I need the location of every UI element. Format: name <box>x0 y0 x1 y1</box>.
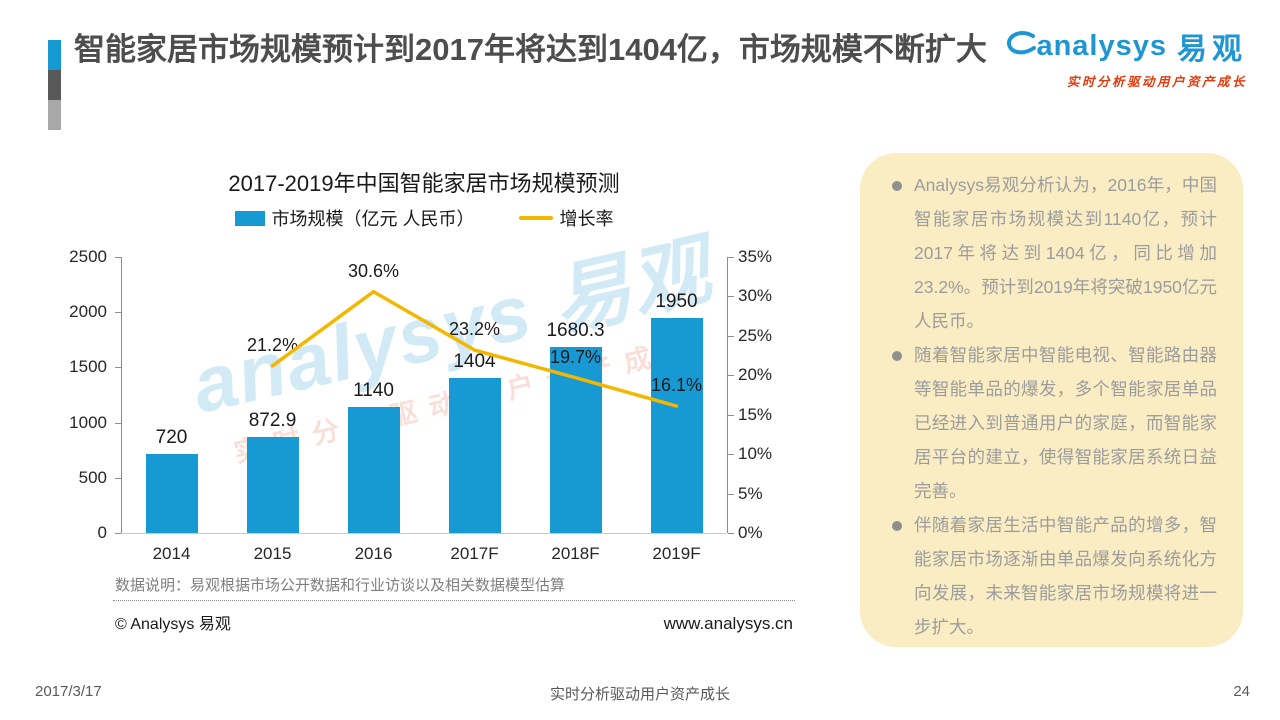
right-axis-tick-label: 10% <box>738 444 773 464</box>
accent-blue-segment <box>48 40 61 70</box>
bar-value-label: 1680.3 <box>546 320 605 342</box>
list-item: Analysys易观分析认为，2016年，中国智能家居市场规模达到1140亿，预… <box>892 168 1217 338</box>
right-axis-tick <box>728 296 734 298</box>
left-axis-tick <box>115 312 121 314</box>
left-axis-tick <box>115 422 121 424</box>
x-axis-line <box>121 533 727 534</box>
x-axis-label: 2014 <box>152 544 191 563</box>
right-axis-tick-label: 15% <box>738 404 773 424</box>
left-axis-tick-label: 1000 <box>69 412 107 432</box>
watermark: analysys 易观 实时分析驱动用户资产成长 <box>165 204 745 479</box>
bar-value-label: 1140 <box>353 380 394 402</box>
growth-value-label: 21.2% <box>246 334 299 355</box>
right-axis-tick <box>728 533 734 534</box>
right-axis-tick-label: 30% <box>738 286 773 306</box>
website-link: www.analysys.cn <box>663 614 793 633</box>
slide-title: 智能家居市场规模预计到2017年将达到1404亿，市场规模不断扩大 <box>74 32 987 67</box>
right-axis-tick <box>728 454 734 456</box>
left-axis-tick <box>115 477 121 479</box>
bar <box>650 317 703 533</box>
left-axis-line <box>121 257 122 533</box>
chart-copyright-row: © Analysys 易观 www.analysys.cn <box>115 610 793 634</box>
chart-note: 数据说明：易观根据市场公开数据和行业访谈以及相关数据模型估算 <box>115 577 566 594</box>
bar <box>246 436 299 533</box>
bar <box>145 453 198 533</box>
bar <box>347 407 400 533</box>
logo-swoosh-icon <box>1006 30 1037 63</box>
title-accent-bar <box>48 40 61 130</box>
dotted-divider <box>113 600 795 601</box>
bar-value-label: 720 <box>155 426 188 448</box>
insight-text: 伴随着家居生活中智能产品的增多，智能家居市场逐渐由单品爆发向系统化方向发展，未来… <box>914 515 1217 637</box>
watermark-logo-text: analysys 易观 <box>183 224 720 430</box>
legend-item-market-size: 市场规模（亿元 人民币） <box>234 205 475 231</box>
growth-value-label: 16.1% <box>650 375 703 396</box>
insights-list: Analysys易观分析认为，2016年，中国智能家居市场规模达到1140亿，预… <box>892 168 1217 644</box>
right-axis-tick-label: 0% <box>738 523 763 542</box>
x-axis-label: 2019F <box>652 544 701 563</box>
bar <box>448 377 501 533</box>
right-axis-tick <box>728 257 734 258</box>
left-axis-tick-label: 1500 <box>69 357 107 377</box>
bullet-icon <box>892 521 902 531</box>
growth-value-label: 23.2% <box>448 319 501 340</box>
right-axis-tick-label: 5% <box>738 483 763 503</box>
watermark-tagline: 实时分析驱动用户资产成长 <box>231 330 706 470</box>
accent-light-segment <box>48 100 61 130</box>
chart-title: 2017-2019年中国智能家居市场规模预测 <box>228 171 620 196</box>
logo-tagline: 实时分析驱动用户资产成长 <box>1066 74 1247 89</box>
x-axis-label: 2017F <box>450 544 499 563</box>
right-axis-tick-label: 35% <box>738 247 773 266</box>
bar <box>549 347 602 533</box>
left-axis-tick-label: 500 <box>78 467 107 487</box>
footer-tagline: 实时分析驱动用户资产成长 <box>549 686 730 703</box>
analysys-logo: analysys 易观 实时分析驱动用户资产成长 <box>1006 24 1247 90</box>
bullet-icon <box>892 351 902 361</box>
x-axis-label: 2018F <box>551 544 600 563</box>
legend-item-growth-rate: 增长率 <box>518 205 614 231</box>
chart-legend: 市场规模（亿元 人民币） 增长率 <box>121 205 727 231</box>
copyright: © Analysys 易观 <box>115 616 231 633</box>
page-number: 24 <box>1233 683 1250 700</box>
growth-value-label: 19.7% <box>549 346 602 367</box>
line-legend-swatch <box>518 216 553 220</box>
bullet-icon <box>892 181 902 191</box>
bar-value-label: 872.9 <box>248 409 297 431</box>
right-axis-line <box>727 257 728 533</box>
insights-panel: Analysys易观分析认为，2016年，中国智能家居市场规模达到1140亿，预… <box>860 153 1243 647</box>
right-axis-tick <box>728 493 734 495</box>
x-axis-label: 2015 <box>253 544 292 563</box>
insight-text: 随着智能家居中智能电视、智能路由器等智能单品的爆发，多个智能家居单品已经进入到普… <box>914 345 1217 501</box>
list-item: 伴随着家居生活中智能产品的增多，智能家居市场逐渐由单品爆发向系统化方向发展，未来… <box>892 508 1217 644</box>
left-axis-tick-label: 2000 <box>69 302 107 322</box>
right-axis-tick <box>728 375 734 377</box>
left-axis-tick <box>115 257 121 258</box>
list-item: 随着智能家居中智能电视、智能路由器等智能单品的爆发，多个智能家居单品已经进入到普… <box>892 338 1217 508</box>
logo-name-en: analysys <box>1036 29 1167 62</box>
insight-text: Analysys易观分析认为，2016年，中国智能家居市场规模达到1140亿，预… <box>914 175 1217 331</box>
accent-dark-segment <box>48 70 61 100</box>
growth-value-label: 30.6% <box>347 260 400 281</box>
line-legend-label: 增长率 <box>559 209 614 229</box>
left-axis-tick-label: 0 <box>97 523 107 542</box>
left-axis-tick-label: 2500 <box>69 247 107 266</box>
right-axis-tick-label: 20% <box>738 365 773 385</box>
right-axis-tick <box>728 414 734 416</box>
bar-value-label: 1950 <box>655 290 698 312</box>
bar-value-label: 1404 <box>453 350 496 372</box>
right-axis-tick-label: 25% <box>738 325 773 345</box>
right-axis-tick <box>728 335 734 337</box>
bar-legend-swatch <box>234 210 265 226</box>
logo-name-cn: 易观 <box>1177 33 1247 66</box>
left-axis-tick <box>115 533 121 534</box>
x-axis-label: 2016 <box>354 544 393 563</box>
bar-legend-label: 市场规模（亿元 人民币） <box>271 209 475 229</box>
left-axis-tick <box>115 367 121 369</box>
footer-date: 2017/3/17 <box>35 683 102 700</box>
